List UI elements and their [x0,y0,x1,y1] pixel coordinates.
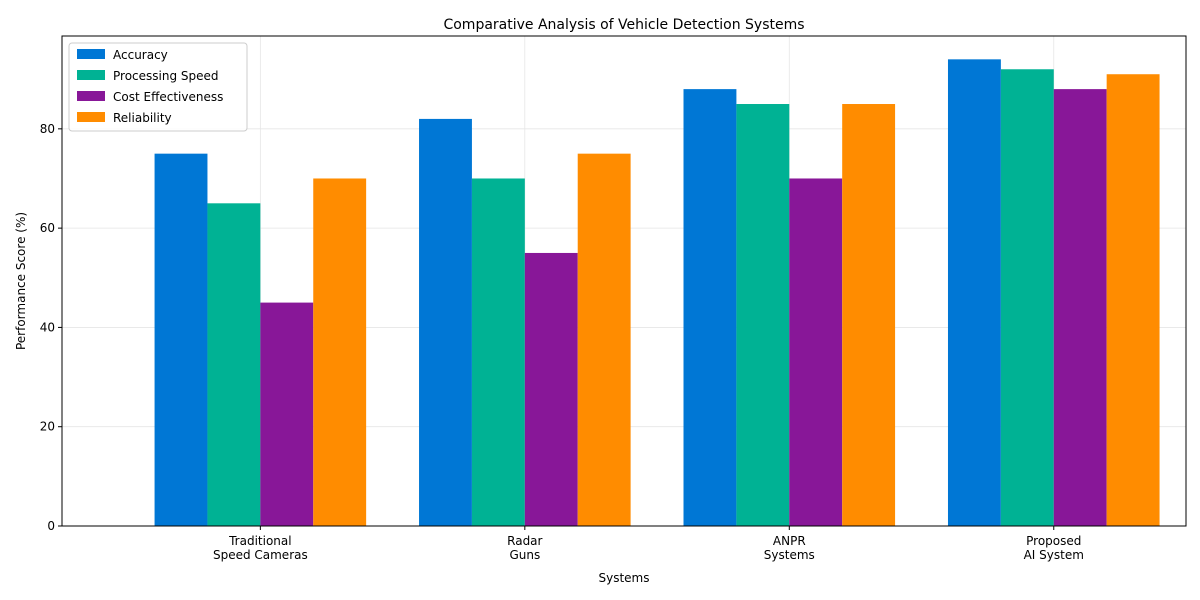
bars-layer [154,59,1160,526]
bar-cost-effectiveness [524,252,578,526]
legend: Accuracy Processing Speed Cost Effectivene… [68,42,248,132]
x-tick-label: Systems [764,548,815,562]
bar-reliability [842,104,896,526]
x-tick-label: Traditional [228,534,291,548]
x-tick-label: Guns [509,548,540,562]
bar-accuracy [947,59,1001,526]
bar-accuracy [683,89,737,526]
bar-reliability [577,153,631,526]
y-axis-label: Performance Score (%) [14,212,28,350]
legend-swatch [77,112,105,122]
x-tick-label: Radar [507,534,542,548]
legend-label: Cost Effectiveness [113,90,223,104]
bar-accuracy [154,153,208,526]
y-tick-label: 40 [40,320,55,334]
chart-title: Comparative Analysis of Vehicle Detectio… [443,17,804,33]
bar-cost-effectiveness [260,302,314,526]
y-tick-label: 60 [40,221,55,235]
x-tick-label: AI System [1024,548,1084,562]
y-tick-label: 20 [40,420,55,434]
bar-processing-speed [736,104,790,526]
bar-reliability [313,178,367,526]
bar-accuracy [419,118,472,526]
legend-swatch [77,91,105,101]
x-tick-label: Speed Cameras [213,548,308,562]
legend-label: Accuracy [113,48,168,62]
bar-cost-effectiveness [789,178,843,526]
legend-swatch [77,49,105,59]
bar-cost-effectiveness [1053,89,1107,526]
x-tick-label: Proposed [1026,534,1081,548]
plot-frame [61,35,1187,527]
x-axis-label: Systems [599,571,650,585]
legend-label: Processing Speed [113,69,219,83]
legend-box [68,42,248,132]
y-tick-label: 0 [47,519,55,533]
legend-swatch [77,70,105,80]
bar-reliability [1106,74,1160,526]
bar-processing-speed [471,178,525,526]
legend-label: Reliability [113,111,172,125]
y-tick-label: 80 [40,122,55,136]
bar-processing-speed [207,203,261,526]
bar-processing-speed [1000,69,1054,526]
x-tick-label: ANPR [773,534,806,548]
